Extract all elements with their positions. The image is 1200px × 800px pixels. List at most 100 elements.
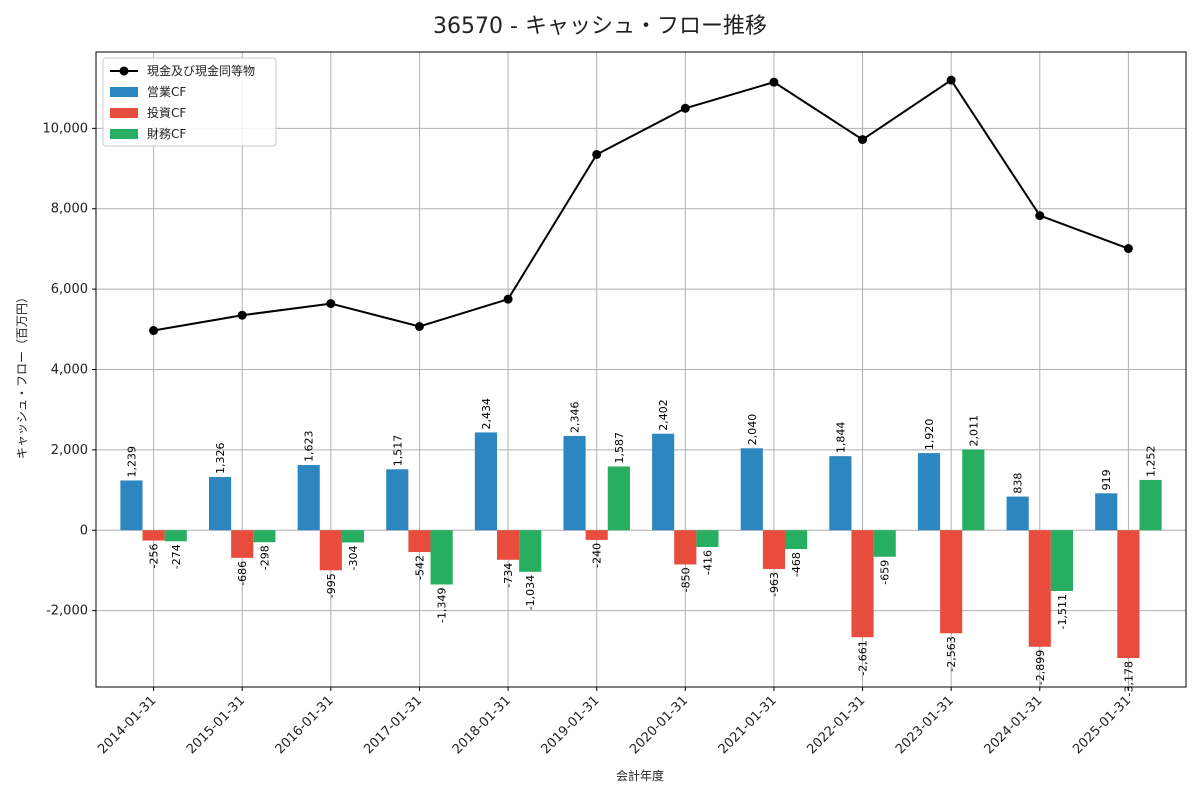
- data-label: 2,011: [967, 415, 980, 447]
- data-label: 1,326: [214, 442, 227, 474]
- legend-box: [102, 57, 277, 147]
- y-tick-label: 2,000: [51, 443, 88, 458]
- bar-財務CF-2018-01-31: [519, 530, 542, 572]
- y-tick-label: 8,000: [51, 202, 88, 217]
- line-series: [149, 75, 1133, 336]
- bar-投資CF-2022-01-31: [851, 530, 874, 638]
- data-label: -850: [679, 567, 692, 592]
- data-label: -304: [347, 545, 360, 570]
- data-label: -542: [413, 555, 426, 580]
- y-axis-label: キャッシュ・フロー（百万円）: [15, 291, 29, 459]
- data-label: -2,563: [945, 636, 958, 671]
- bar-財務CF-2019-01-31: [607, 466, 630, 531]
- data-label: -963: [768, 572, 781, 597]
- x-tick-label: 2023-01-31: [893, 693, 957, 757]
- cash-point-2016-01-31: [326, 299, 336, 309]
- data-label: -995: [325, 573, 338, 598]
- x-tick-label: 2020-01-31: [627, 693, 691, 757]
- data-labels: 1,239 1,326 1,623 1,517 2,434 2,346 2,402 2,040…: [125, 398, 1157, 697]
- x-tick-label: 2018-01-31: [450, 693, 514, 757]
- x-tick-label: 2021-01-31: [716, 693, 780, 757]
- y-tick-label: 6,000: [51, 282, 88, 297]
- cash-point-2025-01-31: [1123, 244, 1133, 254]
- bar-営業CF-2016-01-31: [297, 465, 320, 531]
- data-label: 2,402: [657, 399, 670, 431]
- legend-swatch-営業CF: [110, 87, 138, 97]
- bar-財務CF-2014-01-31: [164, 530, 187, 542]
- cash-point-2022-01-31: [858, 135, 868, 145]
- data-label: 1,920: [923, 419, 936, 451]
- data-label: 1,587: [613, 432, 626, 464]
- data-label: -416: [701, 550, 714, 575]
- bar-営業CF-2015-01-31: [208, 476, 232, 531]
- x-axis-ticks: 2014-01-31 2015-01-31 2016-01-31 2017-01-31…: [95, 687, 1134, 757]
- legend-swatch-財務CF: [110, 129, 138, 139]
- bar-投資CF-2025-01-31: [1117, 530, 1140, 658]
- legend-label: 営業CF: [147, 85, 186, 99]
- bar-投資CF-2021-01-31: [762, 530, 786, 569]
- x-tick-label: 2016-01-31: [273, 693, 337, 757]
- legend-line-marker: [119, 66, 129, 76]
- bar-投資CF-2014-01-31: [142, 530, 165, 541]
- data-label: -298: [258, 545, 271, 570]
- x-tick-label: 2022-01-31: [804, 693, 868, 757]
- legend-label: 現金及び現金同等物: [147, 63, 255, 78]
- cash-point-2024-01-31: [1035, 211, 1045, 221]
- data-label: -686: [236, 561, 249, 586]
- data-label: 838: [1012, 473, 1025, 494]
- bar-営業CF-2018-01-31: [474, 432, 497, 531]
- cash-point-2023-01-31: [946, 75, 956, 85]
- bar-投資CF-2015-01-31: [231, 530, 254, 558]
- data-label: -2,899: [1034, 650, 1047, 685]
- bar-財務CF-2025-01-31: [1139, 479, 1162, 531]
- bar-投資CF-2017-01-31: [408, 530, 431, 553]
- bar-営業CF-2019-01-31: [563, 435, 586, 531]
- bar-営業CF-2014-01-31: [120, 480, 143, 531]
- data-label: 1,844: [834, 422, 847, 454]
- cash-point-2021-01-31: [769, 77, 779, 87]
- legend-swatch-投資CF: [110, 108, 138, 118]
- data-label: -734: [502, 563, 515, 588]
- data-label: -3,178: [1122, 661, 1135, 696]
- data-label: -659: [879, 560, 892, 585]
- cash-line: [153, 78, 1129, 332]
- x-tick-label: 2014-01-31: [95, 693, 159, 757]
- data-label: 2,434: [480, 398, 493, 430]
- bar-営業CF-2025-01-31: [1095, 493, 1118, 531]
- bar-財務CF-2023-01-31: [962, 449, 985, 531]
- y-axis-ticks: -2,000 0 2,000 4,000 6,000 8,000 10,000: [43, 121, 96, 619]
- cash-point-2020-01-31: [680, 103, 690, 113]
- data-label: 1,517: [391, 435, 404, 467]
- bar-営業CF-2023-01-31: [917, 453, 941, 531]
- bar-財務CF-2015-01-31: [253, 530, 276, 543]
- data-label: -1,034: [524, 575, 537, 610]
- data-label: -240: [591, 543, 604, 568]
- bar-営業CF-2021-01-31: [740, 448, 763, 531]
- legend-label: 投資CF: [147, 105, 186, 120]
- y-tick-label: 10,000: [43, 121, 89, 136]
- bar-財務CF-2021-01-31: [785, 530, 808, 550]
- data-label: 1,239: [125, 446, 138, 478]
- bar-投資CF-2023-01-31: [940, 530, 963, 634]
- cash-point-2019-01-31: [592, 149, 602, 159]
- x-tick-label: 2017-01-31: [361, 693, 425, 757]
- y-tick-label: 4,000: [51, 363, 88, 378]
- cash-point-2015-01-31: [237, 310, 247, 320]
- bar-財務CF-2020-01-31: [696, 530, 719, 547]
- data-label: -468: [790, 552, 803, 577]
- x-tick-label: 2024-01-31: [982, 693, 1046, 757]
- bar-営業CF-2017-01-31: [386, 469, 409, 531]
- x-axis-label: 会計年度: [616, 768, 664, 783]
- bar-営業CF-2020-01-31: [652, 433, 675, 531]
- bar-投資CF-2020-01-31: [674, 530, 697, 565]
- y-tick-label: -2,000: [46, 604, 88, 619]
- bar-営業CF-2024-01-31: [1006, 496, 1029, 531]
- cash-point-2014-01-31: [149, 326, 159, 336]
- bar-営業CF-2022-01-31: [829, 456, 852, 531]
- data-label: -1,349: [436, 587, 449, 622]
- data-label: 2,346: [569, 401, 582, 433]
- bar-series: [120, 432, 1162, 658]
- cash-point-2017-01-31: [414, 321, 424, 331]
- data-label: 1,623: [303, 431, 316, 463]
- bar-財務CF-2016-01-31: [341, 530, 365, 543]
